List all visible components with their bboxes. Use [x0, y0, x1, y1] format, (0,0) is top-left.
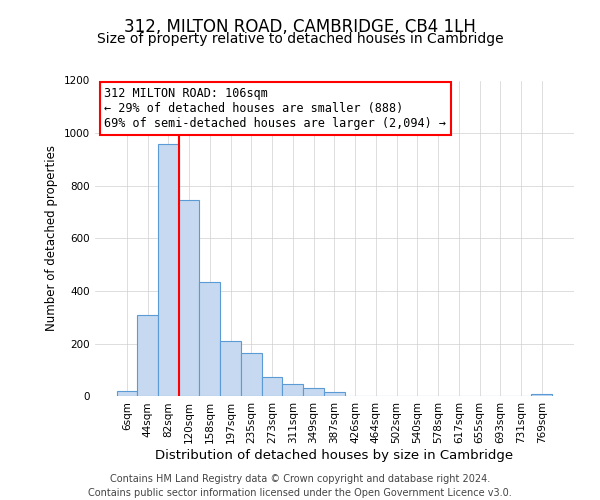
Bar	[262, 376, 283, 396]
Bar	[283, 384, 303, 396]
Y-axis label: Number of detached properties: Number of detached properties	[45, 146, 58, 332]
Bar	[158, 144, 179, 396]
Bar	[179, 200, 199, 396]
Bar	[137, 314, 158, 396]
Text: Contains HM Land Registry data © Crown copyright and database right 2024.
Contai: Contains HM Land Registry data © Crown c…	[88, 474, 512, 498]
Bar	[324, 392, 345, 396]
Text: Size of property relative to detached houses in Cambridge: Size of property relative to detached ho…	[97, 32, 503, 46]
Bar	[303, 388, 324, 396]
X-axis label: Distribution of detached houses by size in Cambridge: Distribution of detached houses by size …	[155, 449, 514, 462]
Bar	[220, 341, 241, 396]
Bar	[241, 353, 262, 397]
Bar	[532, 394, 552, 396]
Text: 312, MILTON ROAD, CAMBRIDGE, CB4 1LH: 312, MILTON ROAD, CAMBRIDGE, CB4 1LH	[124, 18, 476, 36]
Bar	[199, 282, 220, 397]
Text: 312 MILTON ROAD: 106sqm
← 29% of detached houses are smaller (888)
69% of semi-d: 312 MILTON ROAD: 106sqm ← 29% of detache…	[104, 87, 446, 130]
Bar	[116, 391, 137, 396]
